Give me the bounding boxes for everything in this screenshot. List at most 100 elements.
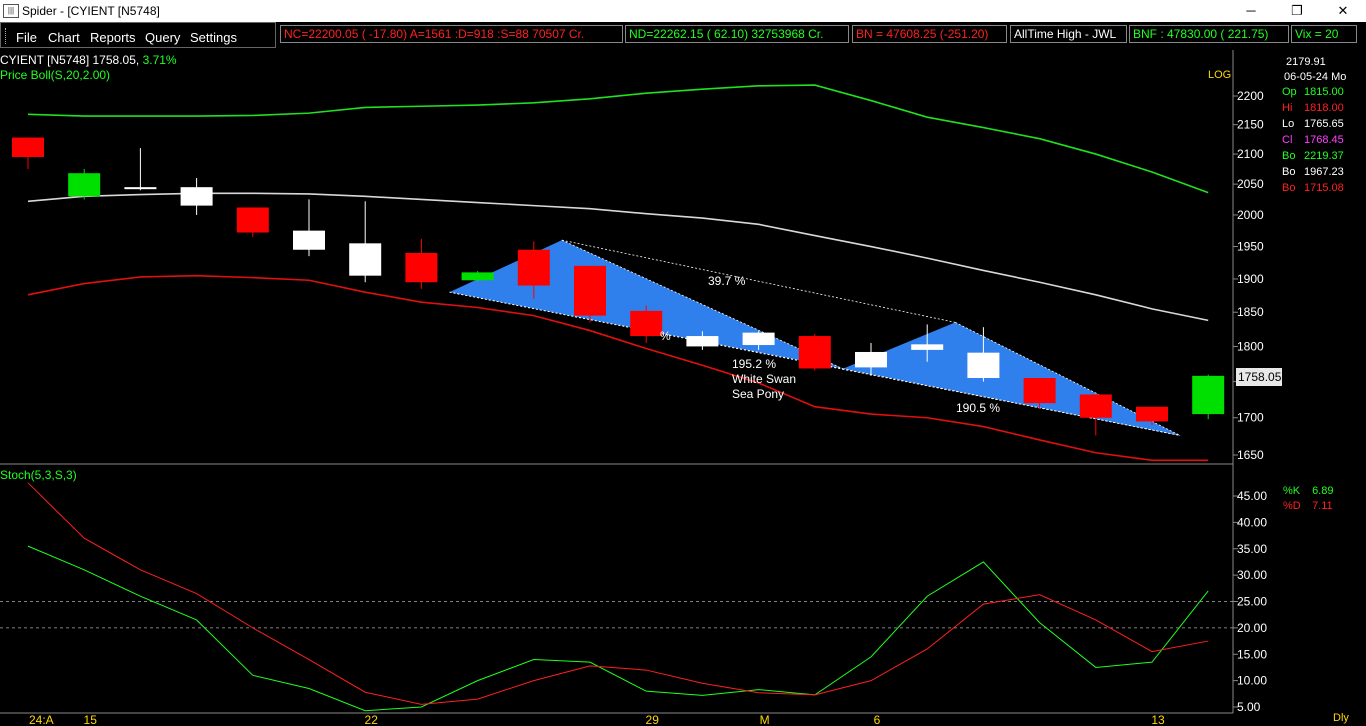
price-tick-label: 2150 (1237, 118, 1264, 132)
pattern-ratio-1: 39.7 % (708, 274, 746, 288)
candle-body (1192, 375, 1225, 415)
stoch-tick-label: 5.00 (1237, 700, 1261, 714)
candle (293, 199, 325, 257)
time-axis-label: M (760, 713, 770, 726)
candle (12, 137, 44, 169)
candle (911, 324, 944, 362)
side-row: Hi 1818.00 (1282, 102, 1344, 114)
menu-file[interactable]: File (16, 30, 37, 45)
ticker-text: BN = 47608.25 (-251.20) (856, 27, 989, 41)
side-row-label: Bo (1282, 150, 1296, 162)
boll-upper-line (27, 84, 1209, 194)
candle-body (517, 249, 550, 286)
price-tick-label: 1650 (1237, 448, 1264, 462)
candle (798, 334, 831, 371)
boll-lower-line (27, 274, 1209, 462)
candle (742, 331, 775, 350)
symbol-info: CYIENT [N5748] 1758.05, 3.71% (0, 53, 177, 67)
ticker-alltime-high[interactable]: AllTime High - JWL (1010, 25, 1127, 43)
ticker-vix[interactable]: Vix = 20 (1291, 25, 1357, 43)
indicator-label: Price Boll(S,20,2.00) (0, 68, 111, 82)
boll-mid-line (27, 192, 1209, 322)
ticker-text: ND=22262.15 ( 62.10) 32753968 Cr. (629, 27, 824, 41)
stoch-d-label: %D (1283, 500, 1301, 512)
price-tick-label: 1900 (1237, 272, 1264, 286)
ticker-nifty-cash[interactable]: NC=22200.05 ( -17.80) A=1561 :D=918 :S=8… (280, 25, 623, 43)
candle (686, 331, 719, 350)
price-tick-label: 1950 (1237, 240, 1264, 254)
menu-query[interactable]: Query (145, 30, 181, 45)
side-row-label: Cl (1282, 134, 1293, 146)
time-axis-label: 13 (1151, 713, 1165, 726)
side-row-value: 1715.08 (1304, 182, 1344, 194)
menu-grip-icon (5, 28, 9, 44)
candle-body (461, 272, 494, 281)
candle (236, 207, 269, 237)
candle (1023, 378, 1056, 409)
stoch-tick-label: 40.00 (1237, 515, 1267, 529)
price-tick-label: 1850 (1237, 305, 1264, 319)
candle (68, 168, 101, 200)
menu-chart[interactable]: Chart (48, 30, 80, 45)
log-scale-label[interactable]: LOG (1208, 69, 1232, 81)
last-price-box (1236, 368, 1282, 386)
stoch-tick-label: 35.00 (1237, 542, 1267, 556)
candle (1079, 394, 1112, 436)
app-icon: ||| (3, 4, 19, 18)
candle-body (1136, 406, 1168, 422)
stoch-k-line (27, 545, 1209, 712)
candle-body (686, 336, 719, 347)
candle-body (574, 265, 606, 316)
candle (124, 148, 157, 191)
stoch-tick-label: 25.00 (1237, 595, 1267, 609)
close-button[interactable]: ✕ (1337, 3, 1349, 18)
pattern-dotted-line (561, 239, 956, 323)
ticker-text: AllTime High - JWL (1014, 27, 1117, 41)
price-tick-label: 1800 (1237, 339, 1264, 353)
pattern-name-white-swan: White Swan (732, 372, 796, 386)
side-row-value: 1818.00 (1304, 102, 1344, 114)
menu-settings[interactable]: Settings (190, 30, 237, 45)
last-price-label: 1758.05 (1238, 370, 1282, 384)
ticker-banknifty[interactable]: BN = 47608.25 (-251.20) (852, 25, 1007, 43)
candle (1136, 406, 1168, 426)
maximize-button[interactable]: ❐ (1291, 3, 1303, 18)
candle (630, 305, 663, 343)
price-tick-label: 2100 (1237, 147, 1264, 161)
pattern-ratio-3: 190.5 % (956, 401, 1000, 415)
pattern-dotted-line (449, 291, 1181, 436)
candle-body (349, 243, 382, 276)
candle (855, 342, 887, 376)
side-row-label: Hi (1282, 102, 1293, 114)
side-row: Lo 1765.65 (1282, 118, 1344, 130)
candle (349, 201, 382, 283)
pattern-dotted-line (842, 368, 1181, 436)
side-row-value: 1815.00 (1304, 86, 1344, 98)
stoch-d-line (27, 482, 1209, 705)
side-row: Op 1815.00 (1282, 86, 1344, 98)
side-row-label: Lo (1282, 118, 1295, 130)
candle-body (405, 252, 438, 283)
ticker-nifty-derivative[interactable]: ND=22262.15 ( 62.10) 32753968 Cr. (625, 25, 849, 43)
stoch-k-label: %K (1283, 485, 1301, 497)
candle-body (742, 332, 775, 346)
minimize-button[interactable]: ─ (1246, 3, 1256, 18)
stoch-k-value: 6.89 (1312, 485, 1334, 497)
ticker-text: Vix = 20 (1295, 27, 1339, 41)
timeframe-label[interactable]: Dly (1333, 712, 1349, 724)
pattern-dotted-line (561, 239, 844, 370)
price-tick-label: 1750 (1237, 375, 1264, 389)
price-tick-label: 2000 (1237, 208, 1264, 222)
candle (461, 271, 494, 282)
candle (517, 241, 550, 299)
candle-body (293, 230, 325, 250)
stoch-tick-label: 45.00 (1237, 489, 1267, 503)
window-title: Spider - [CYIENT [N5748] (22, 4, 160, 18)
menu-reports[interactable]: Reports (90, 30, 136, 45)
ticker-bnf[interactable]: BNF : 47830.00 ( 221.75) (1129, 25, 1289, 43)
pattern-name-sea-pony: Sea Pony (732, 387, 784, 401)
candle-body (1079, 394, 1112, 418)
candle-body (124, 187, 157, 190)
candle-body (12, 137, 44, 158)
